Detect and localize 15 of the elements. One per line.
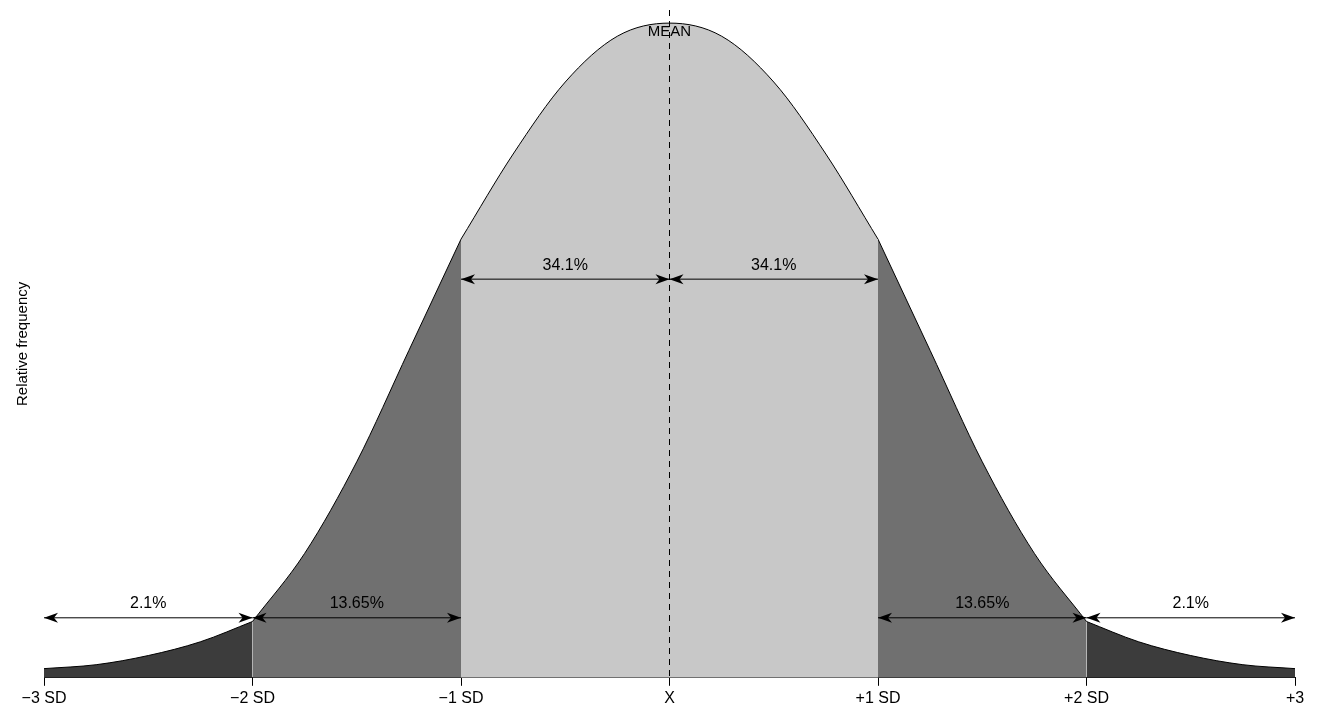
annotation: 34.1% [751,255,797,273]
x-tick-label: −1 SD [438,688,484,706]
x-tick-label: +3 [1285,688,1305,706]
x-tick-label: X [664,688,676,706]
annotation: 13.65% [955,594,1010,612]
x-tick-label: −3 SD [21,688,67,706]
x-tick-label: −2 SD [230,688,275,706]
annotation: 34.1% [542,255,588,273]
annotation: 2.1% [1172,594,1209,612]
ref-line-label: MEAN [647,21,692,39]
annotation: 2.1% [130,594,167,612]
annotation: 13.65% [329,594,384,612]
x-tick-label: +2 SD [1064,688,1109,706]
x-tick-label: +1 SD [855,688,901,706]
y-axis-title: Relative frequency [13,281,31,407]
